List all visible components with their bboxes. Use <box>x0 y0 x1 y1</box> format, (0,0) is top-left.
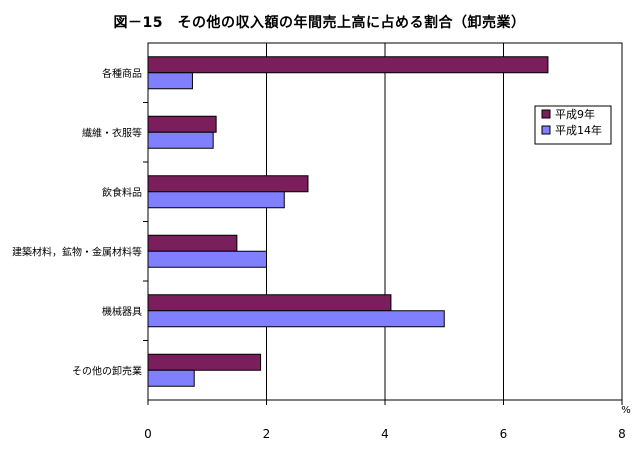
grid-layer <box>266 43 504 400</box>
x-tick-label: 6 <box>500 427 508 441</box>
category-label: 飲食料品 <box>102 186 142 199</box>
x-tick-label: 2 <box>263 427 271 441</box>
bar <box>147 369 195 387</box>
unit-label: % <box>621 405 631 416</box>
legend-label: 平成14年 <box>555 123 602 137</box>
category-label: 繊維・衣服等 <box>82 126 142 139</box>
bar <box>147 56 549 74</box>
x-tick-label: 4 <box>381 427 389 441</box>
legend-swatch <box>541 109 551 119</box>
legend-swatch <box>541 125 551 135</box>
bars-layer <box>147 56 549 387</box>
bar <box>147 250 267 268</box>
x-tick-labels: 0 2 4 6 8 <box>144 400 626 441</box>
x-tick-label: 8 <box>618 427 626 441</box>
bar <box>147 353 262 371</box>
bar <box>147 115 217 133</box>
bar <box>147 310 445 328</box>
category-label: 機械器具 <box>102 305 142 318</box>
category-label: その他の卸売業 <box>72 364 142 377</box>
bar <box>147 191 285 209</box>
legend-label: 平成9年 <box>555 107 595 121</box>
category-label: 建築材料，鉱物・金属材料等 <box>12 245 142 258</box>
bar <box>147 175 309 193</box>
bar <box>147 131 214 149</box>
bar <box>147 72 193 90</box>
chart-title: 図－15 その他の収入額の年間売上高に占める割合（卸売業） <box>113 15 526 31</box>
bar <box>147 294 392 312</box>
bar <box>147 234 238 252</box>
category-label: 各種商品 <box>102 67 142 80</box>
x-tick-label: 0 <box>144 427 152 441</box>
